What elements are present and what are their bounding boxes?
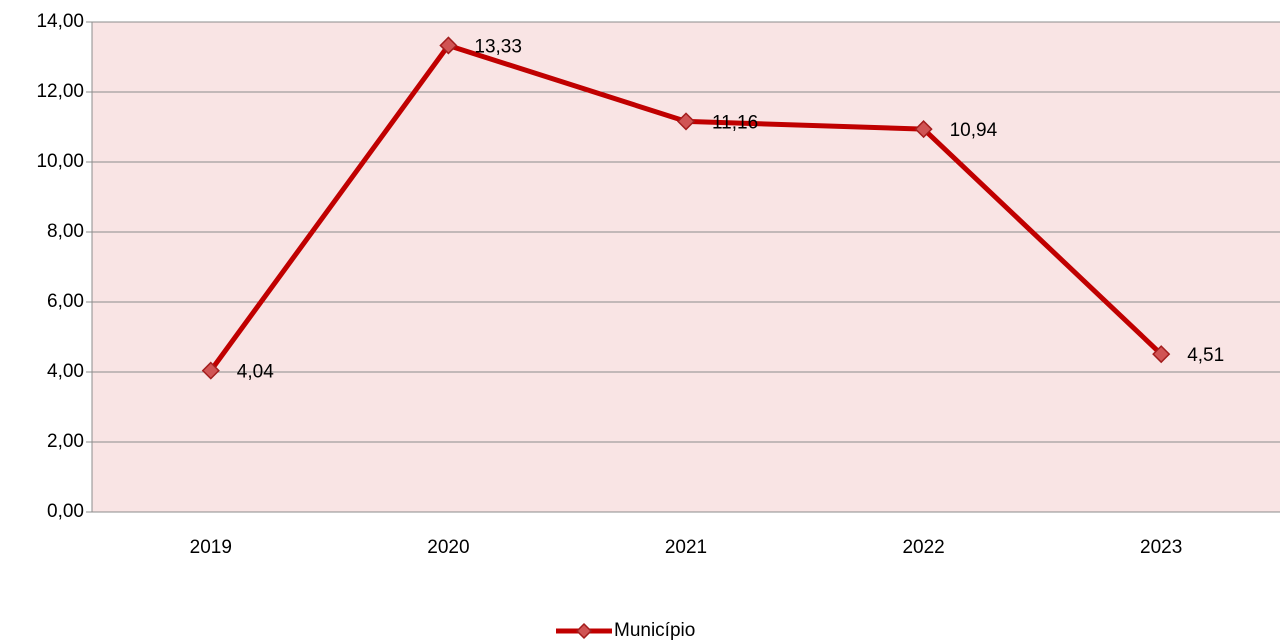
data-label: 4,51 [1187, 345, 1224, 366]
point-marker [439, 36, 458, 55]
data-label: 10,94 [950, 120, 998, 141]
point-marker [1152, 345, 1171, 364]
y-tick-label: 10,00 [36, 151, 84, 172]
point-marker [914, 120, 933, 139]
y-tick-label: 14,00 [36, 11, 84, 32]
legend-label: Município [614, 620, 695, 641]
legend-marker [575, 622, 593, 640]
data-label: 4,04 [237, 362, 274, 383]
point-marker [676, 112, 696, 131]
data-label: 11,16 [712, 112, 758, 133]
y-tick-label: 8,00 [47, 221, 84, 242]
plot-area [92, 22, 1280, 512]
x-tick-label: 2021 [665, 537, 707, 558]
x-tick-label: 2022 [902, 537, 944, 558]
y-tick-label: 2,00 [47, 431, 84, 452]
x-tick-label: 2023 [1140, 537, 1182, 558]
x-tick-label: 2019 [190, 537, 232, 558]
point-marker [201, 361, 220, 380]
y-tick-label: 6,00 [47, 291, 84, 312]
x-tick-label: 2020 [427, 537, 469, 558]
y-tick-label: 4,00 [47, 361, 84, 382]
y-tick-label: 12,00 [36, 81, 84, 102]
y-tick-label: 0,00 [47, 501, 84, 522]
data-label: 13,33 [474, 36, 522, 57]
